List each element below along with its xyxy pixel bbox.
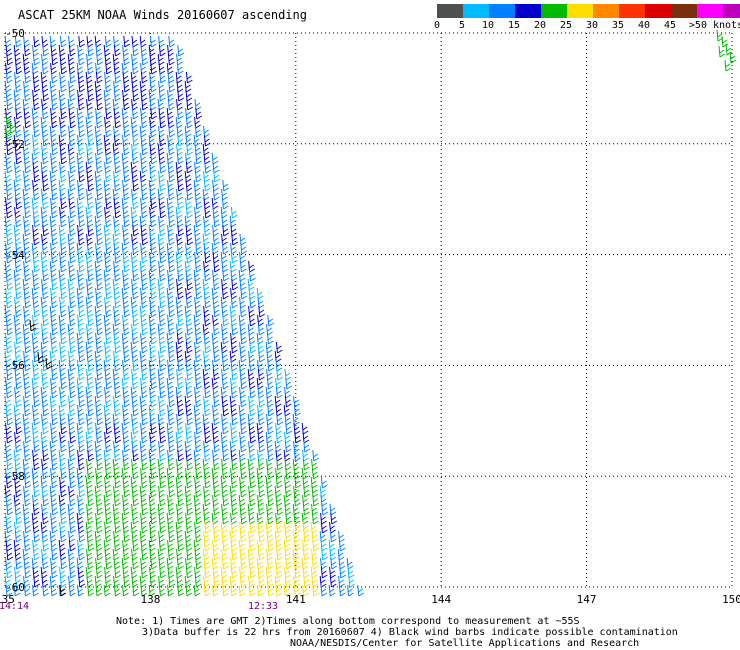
colorbar-segment — [437, 4, 463, 18]
longitude-label: 150 — [722, 593, 740, 606]
colorbar-label: 5 — [458, 20, 466, 31]
colorbar-segment — [723, 4, 740, 18]
colorbar-segment — [697, 4, 723, 18]
colorbar-label: 25 — [559, 20, 573, 31]
colorbar-label: 35 — [611, 20, 625, 31]
colorbar-segment — [463, 4, 489, 18]
latitude-label: -56 — [5, 359, 25, 373]
longitude-label: 141 — [285, 593, 306, 606]
colorbar-label: 20 — [533, 20, 547, 31]
colorbar-label: >50 knots — [688, 20, 740, 31]
colorbar-segment — [671, 4, 697, 18]
time-label-end: 12:33 — [247, 601, 279, 612]
time-label-start: 14:14 — [0, 601, 30, 612]
map-title: ASCAT 25KM NOAA Winds 20160607 ascending — [18, 8, 307, 22]
colorbar-segment — [593, 4, 619, 18]
colorbar-segment — [619, 4, 645, 18]
colorbar-label: 10 — [481, 20, 495, 31]
wind-barbs-swath — [4, 29, 737, 597]
note-line-1: Note: 1) Times are GMT 2)Times along bot… — [116, 616, 580, 627]
latitude-label: -58 — [5, 470, 25, 484]
note-line-3: NOAA/NESDIS/Center for Satellite Applica… — [290, 638, 640, 649]
latitude-label: -60 — [5, 581, 25, 594]
colorbar-segment — [515, 4, 541, 18]
latitude-label: -54 — [5, 248, 25, 262]
longitude-label: 147 — [576, 593, 597, 606]
colorbar-label: 30 — [585, 20, 599, 31]
note-line-2: 3)Data buffer is 22 hrs from 20160607 4)… — [142, 627, 678, 638]
colorbar-segment — [489, 4, 515, 18]
colorbar-label: 15 — [507, 20, 521, 31]
wind-speed-colorbar — [437, 4, 740, 18]
colorbar-label: 45 — [663, 20, 677, 31]
colorbar-label: 40 — [637, 20, 651, 31]
latitude-label: -50 — [5, 27, 25, 40]
colorbar-label: 0 — [433, 20, 441, 31]
longitude-label: 144 — [431, 593, 452, 606]
colorbar-segment — [567, 4, 593, 18]
longitude-label: 135 — [0, 593, 15, 606]
colorbar-segment — [541, 4, 567, 18]
latitude-label: -52 — [5, 137, 25, 151]
longitude-label: 138 — [140, 593, 161, 606]
colorbar-segment — [645, 4, 671, 18]
